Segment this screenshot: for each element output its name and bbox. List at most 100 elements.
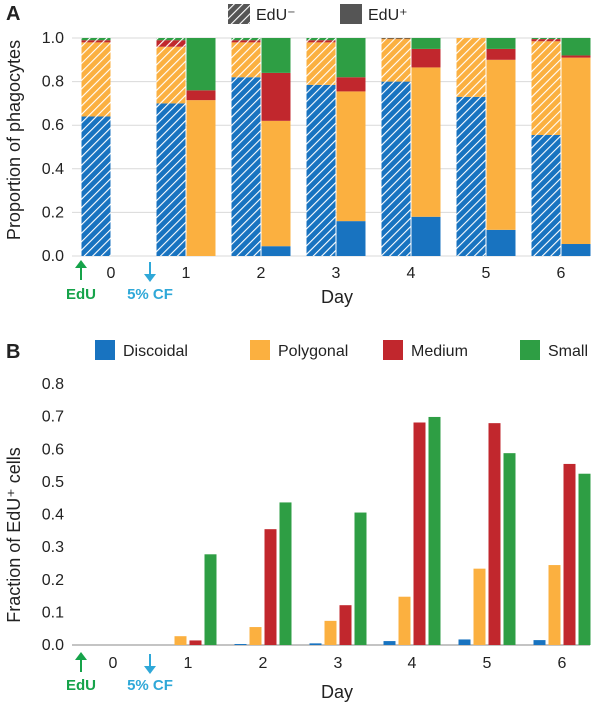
bar-a-edu-neg-medium-hatch — [156, 40, 186, 47]
y-tick-label-b: 0.4 — [42, 507, 64, 524]
panel-b-y-ticks: 0.0 0.1 0.2 0.3 0.4 0.5 0.6 0.7 0.8 — [42, 376, 64, 654]
bar-b-small — [204, 554, 217, 645]
bar-a-edu-neg-polygonal-hatch — [456, 38, 486, 97]
bar-a-edu-pos-polygonal — [411, 67, 441, 217]
panel-b-ylabel: Fraction of EdU⁺ cells — [4, 447, 24, 623]
bar-b-medium — [563, 463, 576, 645]
bar-a-edu-neg-medium-hatch — [306, 40, 336, 43]
y-tick-label-b: 0.0 — [42, 637, 64, 654]
x-tick-label-b: 5 — [483, 655, 492, 672]
bar-a-edu-neg-small-hatch — [306, 38, 336, 41]
bar-a-edu-pos-discoidal — [411, 216, 441, 256]
panel-b-edu-marker: EdU — [66, 652, 96, 694]
bar-a-edu-neg-discoidal-hatch — [81, 116, 111, 256]
bar-a-edu-neg-polygonal-hatch — [531, 41, 561, 136]
legend-polygonal-label: Polygonal — [278, 343, 348, 360]
x-tick-label-a: 6 — [557, 265, 566, 282]
bar-a-edu-pos-medium — [561, 55, 591, 58]
legend-discoidal-label: Discoidal — [123, 343, 188, 360]
bar-b-medium — [488, 423, 501, 645]
bar-a-edu-neg-polygonal-hatch — [381, 39, 411, 82]
bar-a-edu-neg-discoidal-hatch — [381, 81, 411, 256]
bar-a-edu-neg-discoidal-hatch — [156, 103, 186, 257]
legend-polygonal-swatch — [250, 340, 270, 360]
legend-edu-pos-label: EdU⁺ — [368, 7, 408, 24]
panel-b-x-ticks: 0 1 2 3 4 5 6 — [109, 655, 567, 672]
y-tick-label-b: 0.8 — [42, 376, 64, 393]
y-tick-label-b: 0.1 — [42, 604, 64, 621]
bar-a-edu-pos-small — [411, 38, 441, 49]
x-tick-label-b: 1 — [184, 655, 193, 672]
panel-a-xlabel: Day — [321, 287, 353, 307]
panel-b-bars — [174, 416, 591, 645]
bar-b-small — [578, 473, 591, 645]
panel-a-edu-marker: EdU — [66, 260, 96, 303]
panel-a-y-ticks: 0.0 0.2 0.4 0.6 0.8 1.0 — [42, 30, 64, 265]
cf-marker-b-label: 5% CF — [127, 677, 173, 694]
y-tick-label-b: 0.3 — [42, 539, 64, 556]
y-tick-label-a: 0.8 — [42, 74, 64, 91]
bar-a-edu-neg-polygonal-hatch — [156, 46, 186, 104]
bar-b-small — [428, 416, 441, 645]
panel-a-legend: EdU⁻ EdU⁺ — [228, 4, 408, 24]
bar-a-edu-neg-medium-hatch — [81, 40, 111, 43]
bar-b-medium — [413, 422, 426, 645]
bar-a-edu-pos-polygonal — [486, 59, 516, 230]
bar-a-edu-pos-discoidal — [261, 246, 291, 256]
y-tick-label-b: 0.6 — [42, 441, 64, 458]
bar-b-polygonal — [398, 596, 411, 645]
bar-a-edu-pos-polygonal — [336, 91, 366, 222]
bar-a-edu-pos-polygonal — [186, 100, 216, 256]
edu-arrowhead-a-icon — [75, 260, 87, 268]
panel-a-label: A — [6, 3, 20, 25]
edu-marker-b-label: EdU — [66, 677, 96, 694]
y-tick-label-b: 0.2 — [42, 572, 64, 589]
bar-a-edu-pos-small — [336, 38, 366, 78]
bar-b-discoidal — [234, 644, 247, 645]
edu-arrowhead-b-icon — [75, 652, 87, 660]
x-tick-label-b: 3 — [334, 655, 343, 672]
cf-arrowhead-b-icon — [144, 666, 156, 674]
bar-a-edu-pos-medium — [411, 48, 441, 68]
legend-discoidal-swatch — [95, 340, 115, 360]
y-tick-label-a: 0.4 — [42, 161, 64, 178]
y-tick-label-a: 0.6 — [42, 117, 64, 134]
panel-a-cf-marker: 5% CF — [127, 262, 173, 303]
bar-a-edu-pos-medium — [261, 72, 291, 121]
y-tick-label-b: 0.7 — [42, 409, 64, 426]
bar-b-small — [354, 512, 367, 645]
bar-a-edu-pos-medium — [486, 48, 516, 60]
bar-a-edu-pos-medium — [186, 90, 216, 101]
bar-a-edu-neg-small-hatch — [231, 38, 261, 41]
x-tick-label-b: 4 — [408, 655, 417, 672]
panel-a-x-ticks: 0 1 2 3 4 5 6 — [107, 265, 566, 282]
bar-b-polygonal — [249, 627, 262, 645]
panel-a-bars — [81, 38, 591, 257]
y-tick-label-b: 0.5 — [42, 474, 64, 491]
x-tick-label-a: 5 — [482, 265, 491, 282]
bar-b-polygonal — [548, 565, 561, 645]
bar-a-edu-pos-discoidal — [486, 229, 516, 256]
panel-b-legend: Discoidal Polygonal Medium Small — [95, 340, 588, 360]
bar-a-edu-pos-discoidal — [561, 244, 591, 256]
bar-a-edu-pos-small — [186, 38, 216, 91]
bar-a-edu-pos-small — [486, 38, 516, 49]
x-tick-label-a: 0 — [107, 265, 116, 282]
panel-b-label: B — [6, 341, 20, 363]
bar-b-discoidal — [458, 639, 471, 645]
bar-a-edu-pos-polygonal — [561, 57, 591, 245]
y-tick-label-a: 0.2 — [42, 204, 64, 221]
bar-b-polygonal — [174, 636, 187, 645]
panel-b-xlabel: Day — [321, 682, 353, 702]
bar-a-edu-pos-medium — [336, 77, 366, 92]
legend-small-label: Small — [548, 343, 588, 360]
legend-medium-swatch — [383, 340, 403, 360]
bar-a-edu-neg-polygonal-hatch — [231, 42, 261, 78]
bar-b-polygonal — [473, 568, 486, 645]
bar-a-edu-neg-medium-hatch — [381, 38, 411, 40]
bar-a-edu-neg-small-hatch — [156, 38, 186, 41]
bar-a-edu-neg-discoidal-hatch — [306, 84, 336, 257]
bar-a-edu-pos-small — [261, 38, 291, 73]
bar-a-edu-neg-discoidal-hatch — [531, 135, 561, 256]
bar-b-small — [503, 453, 516, 645]
